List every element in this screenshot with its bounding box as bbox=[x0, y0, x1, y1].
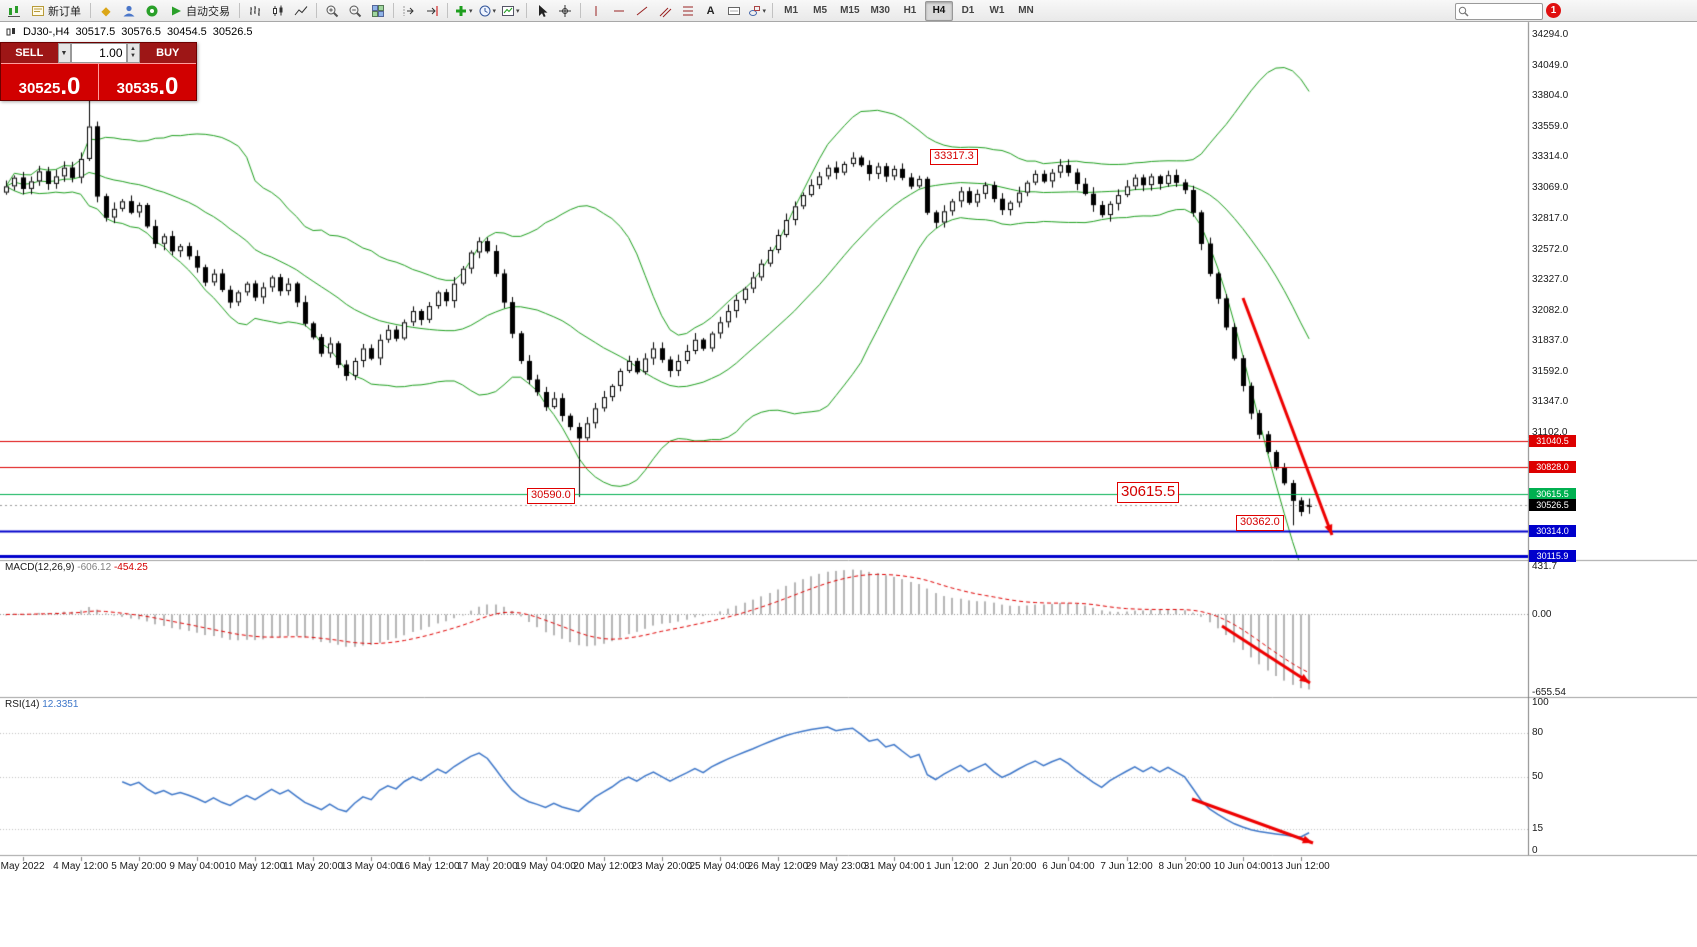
search-box bbox=[1455, 3, 1543, 20]
crosshair-button[interactable] bbox=[554, 1, 576, 21]
bar-chart-button[interactable] bbox=[244, 1, 266, 21]
macd-name: MACD(12,26,9) bbox=[5, 562, 75, 573]
symbol-timeframe: DJ30-,H4 bbox=[23, 26, 70, 38]
buy-button[interactable]: BUY bbox=[139, 43, 196, 63]
volume-stepper[interactable]: ▲ ▼ bbox=[126, 43, 140, 63]
zoom-in-button[interactable] bbox=[321, 1, 343, 21]
one-click-trading-panel: SELL ▼ ▲▼ BUY 30525.0 30535.0 bbox=[0, 42, 197, 101]
notification-badge[interactable]: 1 bbox=[1546, 3, 1561, 18]
ohlc-open: 30517.5 bbox=[75, 26, 116, 38]
separator bbox=[772, 3, 774, 18]
ohlc-close: 30526.5 bbox=[212, 26, 253, 38]
separator bbox=[393, 3, 394, 18]
trendline-button[interactable] bbox=[631, 1, 653, 21]
new-order-button[interactable]: 新订单 bbox=[26, 1, 86, 21]
volume-input[interactable] bbox=[70, 43, 127, 63]
separator bbox=[525, 3, 527, 18]
macd-signal-value: -454.25 bbox=[113, 562, 148, 573]
zoom-out-button[interactable] bbox=[344, 1, 366, 21]
profile-icon[interactable] bbox=[118, 1, 140, 21]
separator bbox=[447, 3, 448, 18]
indicators-button[interactable]: ▾ bbox=[452, 1, 475, 21]
line-chart-button[interactable] bbox=[290, 1, 312, 21]
symbol-icon bbox=[6, 28, 15, 36]
template-icon bbox=[502, 5, 515, 16]
timeframe-m15-button[interactable]: M15 bbox=[840, 5, 860, 16]
macd-label: MACD(12,26,9) -606.12 -454.25 bbox=[5, 562, 148, 573]
timeframe-m5-button[interactable]: M5 bbox=[813, 5, 828, 16]
ohlc-low: 30454.5 bbox=[167, 26, 207, 38]
cursor-button[interactable] bbox=[531, 1, 553, 21]
chart-window-icon bbox=[3, 1, 25, 21]
candlestick-chart-button[interactable] bbox=[267, 1, 289, 21]
horizontal-line-button[interactable] bbox=[608, 1, 630, 21]
vertical-line-button[interactable] bbox=[585, 1, 607, 21]
volume-dropdown[interactable]: ▼ bbox=[57, 43, 71, 63]
clock-icon bbox=[479, 5, 491, 16]
timeframe-m30-button[interactable]: M30 bbox=[870, 5, 890, 16]
rsi-label: RSI(14) 12.3351 bbox=[5, 699, 78, 710]
periods-button[interactable]: ▾ bbox=[476, 1, 499, 21]
auto-trading-button[interactable]: 自动交易 bbox=[164, 1, 235, 21]
separator bbox=[90, 3, 91, 18]
text-button[interactable]: A bbox=[706, 4, 715, 17]
auto-scroll-button[interactable] bbox=[421, 1, 443, 21]
rsi-name: RSI(14) bbox=[5, 699, 40, 710]
shapes-button[interactable]: ▾ bbox=[746, 1, 769, 21]
tile-windows-button[interactable] bbox=[367, 1, 389, 21]
new-order-label: 新订单 bbox=[48, 5, 81, 18]
toolbar: 新订单 ◆ 自动交易 bbox=[0, 0, 1697, 22]
timeframe-mn-button[interactable]: MN bbox=[1018, 5, 1034, 16]
timeframe-m1-button[interactable]: M1 bbox=[784, 5, 799, 16]
chart-shift-button[interactable] bbox=[398, 1, 420, 21]
news-icon[interactable] bbox=[141, 1, 163, 21]
timeframe-d1-button[interactable]: D1 bbox=[961, 5, 975, 16]
separator bbox=[239, 3, 240, 18]
ohlc-high: 30576.5 bbox=[121, 26, 161, 38]
mql5-community-icon[interactable]: ◆ bbox=[101, 3, 111, 18]
play-icon bbox=[172, 6, 181, 15]
timeframe-w1-button[interactable]: W1 bbox=[989, 5, 1005, 16]
search-input[interactable] bbox=[1471, 4, 1537, 19]
buy-price[interactable]: 30535.0 bbox=[116, 72, 179, 100]
fibonacci-button[interactable] bbox=[677, 1, 699, 21]
sell-price[interactable]: 30525.0 bbox=[1, 64, 99, 100]
auto-trading-label: 自动交易 bbox=[186, 5, 230, 18]
new-order-icon bbox=[32, 5, 44, 16]
sell-button[interactable]: SELL bbox=[1, 43, 58, 63]
timeframe-h4-button[interactable]: H4 bbox=[924, 0, 953, 21]
text-label-button[interactable] bbox=[723, 1, 745, 21]
separator bbox=[316, 3, 317, 18]
macd-main-value: -606.12 bbox=[77, 562, 112, 573]
separator bbox=[579, 3, 581, 18]
search-icon bbox=[1458, 6, 1469, 17]
plus-icon bbox=[456, 5, 466, 16]
timeframe-h1-button[interactable]: H1 bbox=[903, 5, 917, 16]
templates-button[interactable]: ▾ bbox=[499, 1, 522, 21]
chart-header: DJ30-,H4 30517.5 30576.5 30454.5 30526.5 bbox=[5, 26, 253, 38]
timeframe-bar: M1 M5 M15 M30 H1 H4 D1 W1 MN bbox=[777, 0, 1040, 21]
rsi-value: 12.3351 bbox=[42, 699, 79, 710]
equidistant-channel-button[interactable] bbox=[654, 1, 676, 21]
